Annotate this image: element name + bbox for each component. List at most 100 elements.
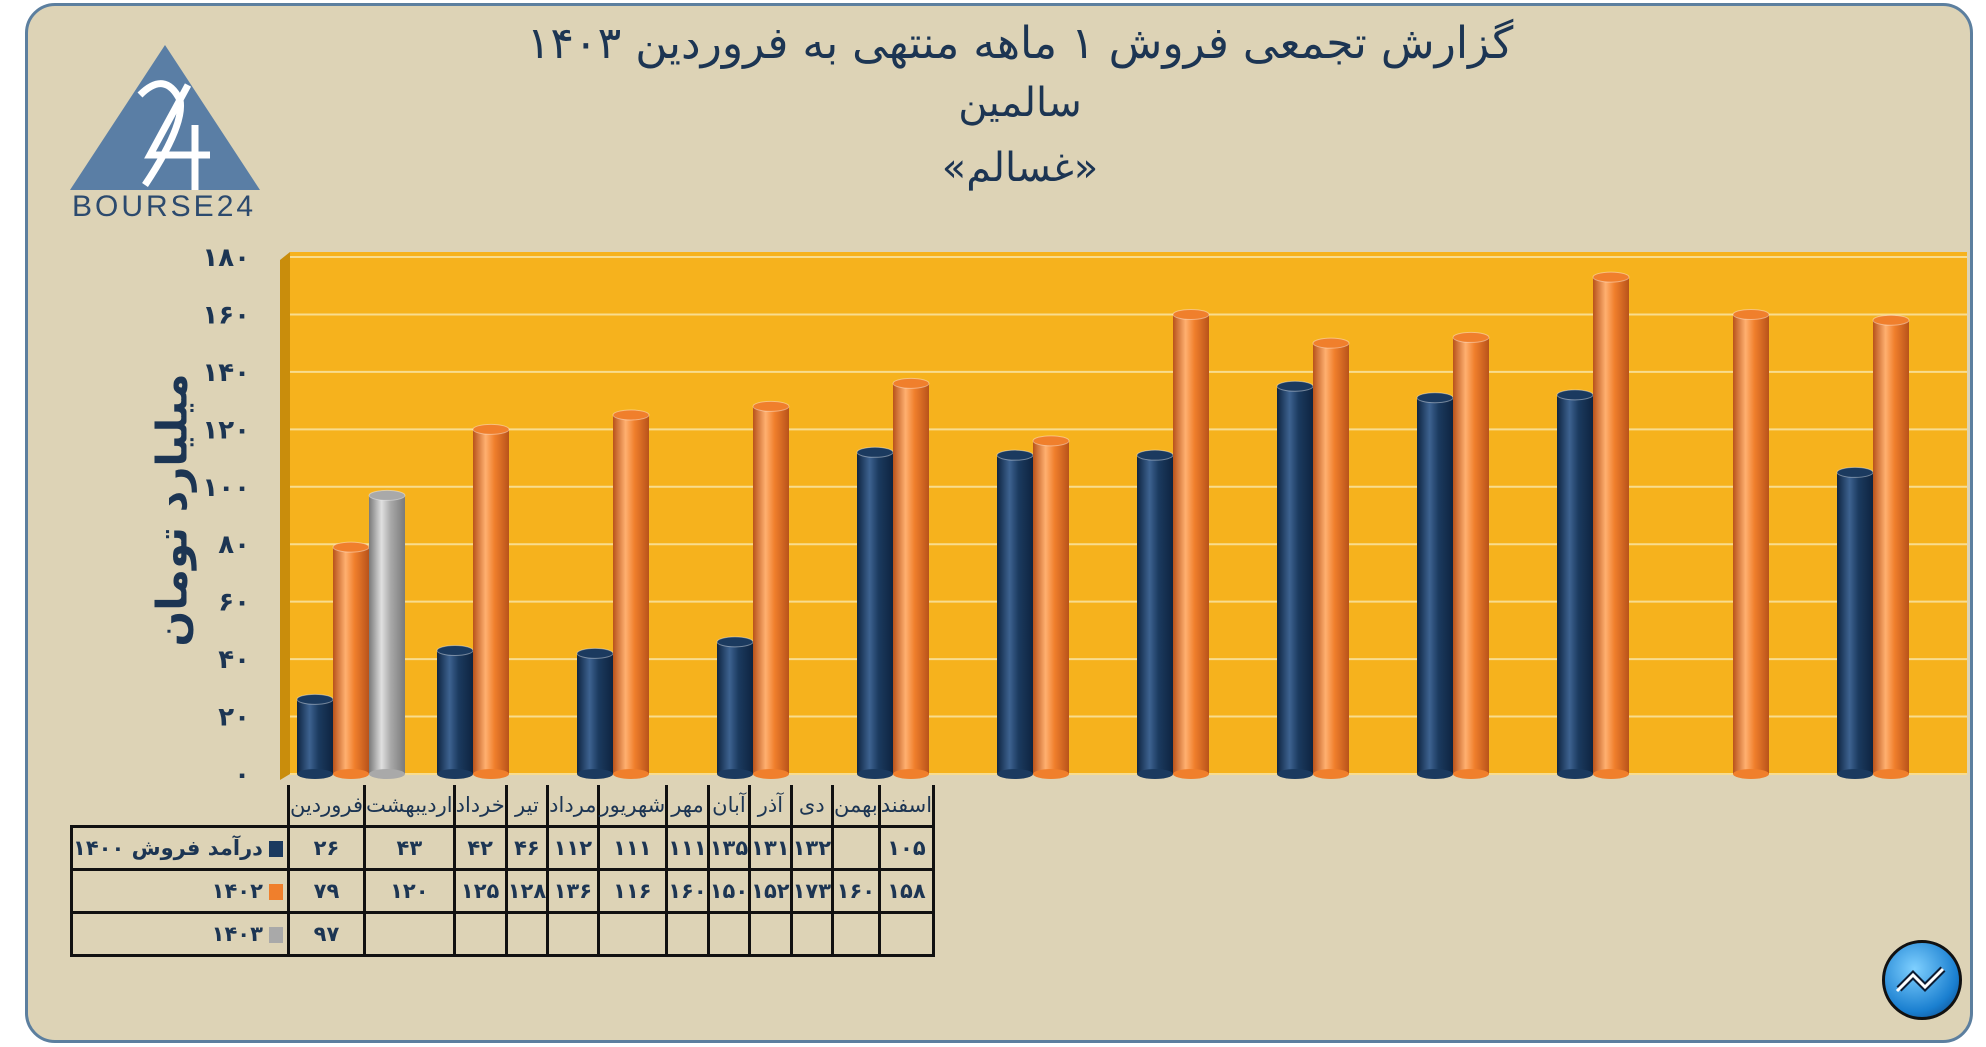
chart-trend-icon[interactable] [1882, 940, 1962, 1020]
bar-s1402 [1873, 320, 1909, 774]
bar-top-s1402 [1732, 308, 1770, 320]
bar-s1402 [613, 414, 649, 774]
table-cell: ۱۱۱ [665, 825, 710, 871]
y-tick-label: ۲۰ [218, 703, 250, 733]
bar-s1402 [1593, 277, 1629, 774]
bourse24-logo [70, 45, 265, 230]
month-label: تیر [504, 785, 550, 828]
plot-side-wall [280, 252, 290, 780]
plot-area [290, 252, 1967, 774]
table-cell: ۴۶ [504, 825, 550, 871]
table-cell: ۱۲۵ [452, 868, 508, 914]
bar-base-s1400 [1837, 769, 1873, 779]
table-cell [831, 825, 881, 871]
bar-s1400 [717, 641, 753, 774]
legend-cell: ۱۴۰۲ [70, 868, 290, 914]
bar-top-s1402 [1452, 331, 1490, 343]
table-cell [504, 911, 550, 957]
bar-s1400 [1137, 455, 1173, 774]
bar-base-s1400 [437, 769, 473, 779]
table-cell: ۱۶۰ [665, 868, 710, 914]
table-cell [452, 911, 508, 957]
table-cell: ۱۵۰ [706, 868, 752, 914]
bar-top-s1400 [856, 446, 894, 458]
table-row: درآمد فروش ۱۴۰۰ ۲۶ ۴۳ ۴۲ ۴۶ ۱۱۲ ۱۱۱ ۱۱۱ ۱۳۵ ۱۳۱ ۱۳… [70, 825, 936, 871]
bar-s1403 [369, 495, 405, 774]
table-cell [748, 911, 793, 957]
table-cell: ۱۱۶ [596, 868, 669, 914]
month-label: اردیبهشت [363, 785, 456, 828]
bar-base-s1400 [297, 769, 333, 779]
data-table: فروردین اردیبهشت خرداد تیر مرداد شهریور مهر آبا… [70, 785, 936, 957]
table-cell: ۱۳۲ [789, 825, 835, 871]
table-row: ۱۴۰۳ ۹۷ [70, 911, 936, 957]
month-label: بهمن [831, 785, 881, 828]
bar-base-s1402 [333, 769, 369, 779]
company-name: سالمین [958, 80, 1082, 126]
bar-s1402 [1453, 337, 1489, 774]
series-name: ۱۴۰۲ [211, 879, 263, 903]
bar-top-s1402 [892, 377, 930, 389]
bar-top-s1402 [1872, 314, 1910, 326]
bar-top-s1400 [716, 636, 754, 648]
table-header-row: فروردین اردیبهشت خرداد تیر مرداد شهریور مهر آبا… [71, 785, 936, 828]
table-cell [363, 911, 456, 957]
legend-cell: ۱۴۰۳ [70, 911, 290, 957]
y-tick-label: ۴۰ [218, 645, 250, 675]
table-cell: ۱۱۱ [596, 825, 669, 871]
table-corner [71, 785, 290, 827]
bar-s1402 [473, 429, 509, 774]
logo-text: BOURSE24 [72, 190, 257, 223]
bar-base-s1400 [857, 769, 893, 779]
bar-top-s1400 [576, 647, 614, 659]
ticker-symbol: «غسالم» [941, 145, 1099, 191]
bar-s1400 [1417, 397, 1453, 774]
table-cell [831, 911, 881, 957]
bar-base-s1402 [1173, 769, 1209, 779]
bar-s1400 [1837, 472, 1873, 774]
report-title: گزارش تجمعی فروش ۱ ماهه منتهی به فروردین… [526, 18, 1514, 69]
legend-cell: درآمد فروش ۱۴۰۰ [70, 825, 290, 871]
bar-base-s1400 [1277, 769, 1313, 779]
table-cell: ۱۳۱ [748, 825, 793, 871]
table-cell: ۲۶ [286, 825, 367, 871]
bar-top-s1400 [1136, 449, 1174, 461]
y-tick-label: ۱۲۰ [202, 415, 250, 445]
bar-base-s1402 [1313, 769, 1349, 779]
month-label: شهریور [596, 785, 669, 828]
month-label: دی [789, 785, 835, 828]
bar-top-s1400 [296, 693, 334, 705]
bar-base-s1403 [369, 769, 405, 779]
month-label: خرداد [452, 785, 508, 828]
month-label: مرداد [546, 785, 600, 828]
table-row: ۱۴۰۲ ۷۹ ۱۲۰ ۱۲۵ ۱۲۸ ۱۳۶ ۱۱۶ ۱۶۰ ۱۵۰ ۱۵۲ ۱۷۳ ۱۶۰ ۱۵۸ [70, 868, 936, 914]
bar-s1402 [1033, 440, 1069, 774]
bar-top-s1400 [1836, 466, 1874, 478]
legend-swatch [268, 927, 283, 943]
table-cell [546, 911, 600, 957]
bar-base-s1402 [1593, 769, 1629, 779]
table-cell: ۱۲۰ [363, 868, 456, 914]
bar-s1400 [577, 653, 613, 774]
y-tick-label: ۱۸۰ [202, 243, 250, 273]
y-axis-label: میلیارد تومان [147, 373, 197, 647]
bar-base-s1402 [753, 769, 789, 779]
month-label: آذر [748, 785, 793, 828]
legend-swatch [268, 841, 283, 857]
bar-base-s1400 [1137, 769, 1173, 779]
bar-base-s1402 [613, 769, 649, 779]
bar-top-s1402 [1312, 337, 1350, 349]
table-cell: ۹۷ [286, 911, 367, 957]
table-cell: ۷۹ [286, 868, 367, 914]
month-label: اسفند [877, 785, 936, 828]
table-cell: ۱۶۰ [831, 868, 881, 914]
y-tick-label: ۱۴۰ [202, 358, 250, 388]
bar-s1402 [1313, 343, 1349, 774]
table-cell: ۱۲۸ [504, 868, 550, 914]
bar-s1400 [1277, 386, 1313, 774]
bar-base-s1400 [1417, 769, 1453, 779]
bar-top-s1403 [368, 489, 406, 501]
series-name: درآمد فروش ۱۴۰۰ [73, 836, 263, 860]
bar-top-s1402 [472, 423, 510, 435]
